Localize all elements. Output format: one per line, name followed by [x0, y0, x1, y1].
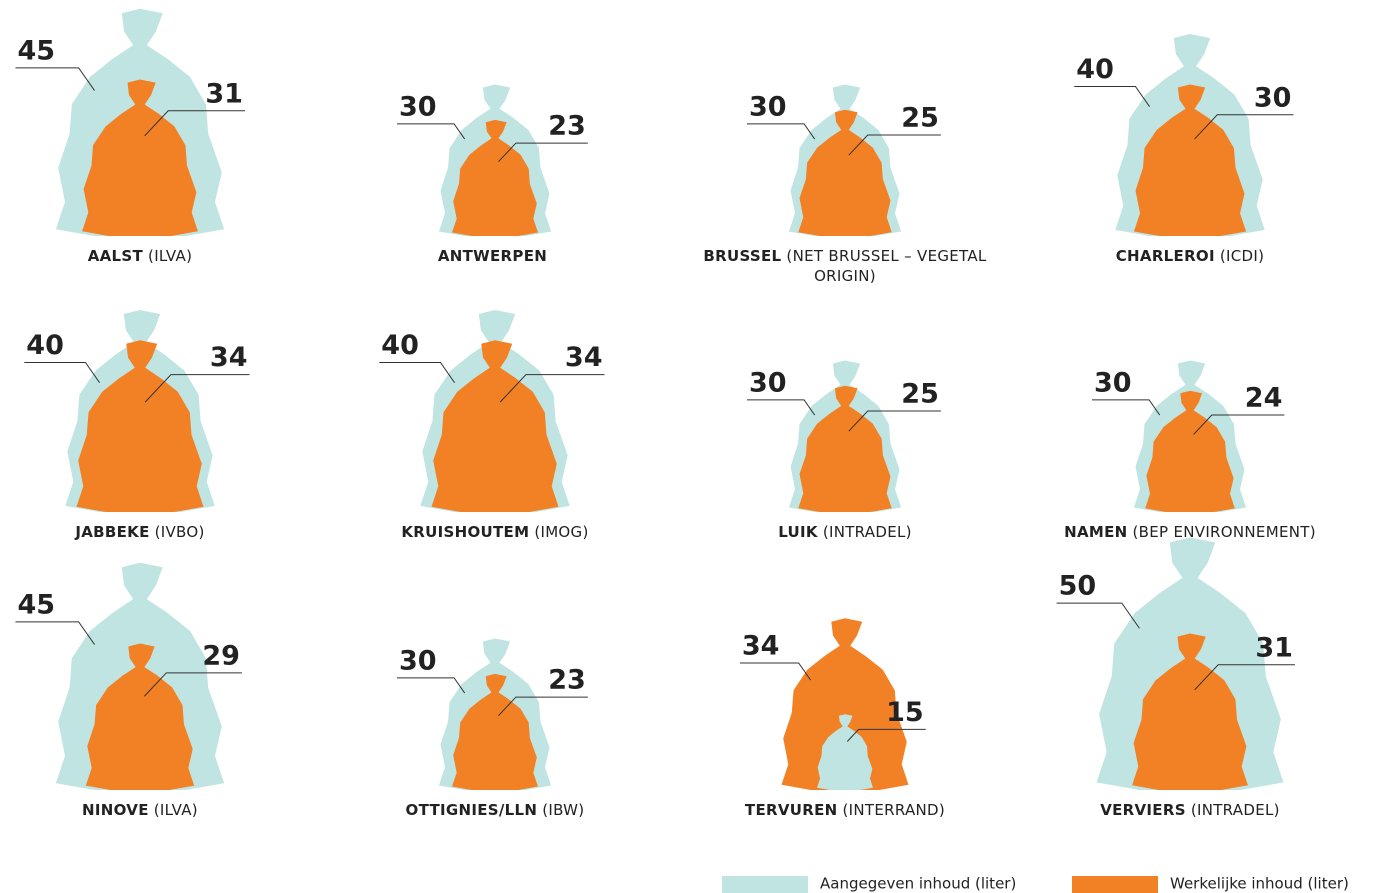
category-note: (INTRADEL) [823, 523, 912, 541]
category-label: LUIK (INTRADEL) [685, 522, 1005, 542]
leader-line [15, 622, 94, 645]
category-name: LUIK [778, 523, 818, 541]
legend-label: Werkelijke inhoud (liter) [1170, 875, 1349, 893]
category-note: (INTERRAND) [843, 801, 946, 819]
value-label: 34 [742, 630, 780, 661]
category-label: VERVIERS (INTRADEL) [1030, 800, 1350, 820]
category-name: BRUSSEL [703, 247, 781, 265]
leader-line [24, 363, 99, 383]
value-label: 23 [548, 111, 586, 142]
value-label: 30 [1094, 367, 1132, 398]
value-label: 34 [210, 342, 248, 373]
category-name: VERVIERS [1100, 801, 1186, 819]
value-label: 30 [749, 367, 787, 398]
value-label: 40 [1076, 54, 1114, 85]
value-label: 31 [1255, 632, 1293, 663]
value-label: 45 [17, 589, 55, 620]
value-label: 23 [548, 665, 586, 696]
value-label: 45 [17, 35, 55, 66]
leader-line [740, 663, 811, 680]
category-label: CHARLEROI (ICDI) [1030, 246, 1350, 266]
legend-swatch [722, 876, 808, 893]
category-name: AALST [88, 247, 143, 265]
leader-line [15, 68, 94, 91]
category-label: OTTIGNIES/LLN(IBW) [335, 800, 655, 820]
value-label: 50 [1059, 571, 1097, 602]
bag [432, 340, 559, 512]
bag [77, 340, 204, 512]
value-label: 24 [1245, 383, 1283, 414]
leader-line [1092, 400, 1160, 415]
category-label: KRUISHOUTEM (IMOG) [335, 522, 655, 542]
category-name: NINOVE [82, 801, 149, 819]
category-note: (IVBO) [155, 523, 205, 541]
value-label: 40 [26, 330, 64, 361]
category-note: (ILVA) [154, 801, 198, 819]
value-label: 40 [381, 330, 419, 361]
category-note: (BEP ENVIRONNEMENT) [1133, 523, 1316, 541]
category-name: TERVUREN [745, 801, 838, 819]
value-label: 29 [202, 640, 240, 671]
category-name: NAMEN [1064, 523, 1127, 541]
leader-line [747, 400, 815, 415]
category-note: (ILVA) [148, 247, 192, 265]
chart: 45 31 30 23 30 25 40 30 40 34 40 34 30 25 30 24 45 29 30 23… [0, 0, 1397, 893]
value-label: 25 [901, 379, 939, 410]
value-label: 30 [399, 645, 437, 676]
category-label: BRUSSEL (NET BRUSSEL – VEGETAL ORIGIN) [685, 246, 1005, 286]
category-name: CHARLEROI [1116, 247, 1215, 265]
leader-line [747, 124, 815, 139]
leader-line [379, 363, 454, 383]
leader-line [397, 678, 465, 693]
bag [798, 110, 891, 236]
category-note: (ICDI) [1220, 247, 1264, 265]
category-label: AALST (ILVA) [0, 246, 300, 266]
legend-label: Aangegeven inhoud (liter) [820, 875, 1016, 893]
category-label: TERVUREN (INTERRAND) [685, 800, 1005, 820]
value-label: 34 [565, 342, 603, 373]
category-note: (IBW) [542, 801, 584, 819]
category-name: KRUISHOUTEM [401, 523, 529, 541]
category-label: ANTWERPEN [335, 246, 655, 266]
value-label: 30 [1254, 82, 1292, 113]
infographic: 45 31 30 23 30 25 40 30 40 34 40 34 30 25 30 24 45 29 30 23… [0, 0, 1397, 893]
value-label: 30 [749, 91, 787, 122]
category-note: (INTRADEL) [1191, 801, 1280, 819]
value-label: 30 [399, 91, 437, 122]
value-label: 31 [205, 78, 243, 109]
legend-swatch [1072, 876, 1158, 893]
leader-line [397, 124, 465, 139]
value-label: 15 [886, 697, 924, 728]
category-name: OTTIGNIES/LLN [406, 801, 538, 819]
category-name: ANTWERPEN [438, 247, 547, 265]
bag [798, 386, 891, 512]
leader-line [1074, 87, 1149, 107]
category-note: (NET BRUSSEL – VEGETAL ORIGIN) [786, 247, 986, 285]
category-label: NINOVE (ILVA) [0, 800, 300, 820]
category-name: JABBEKE [75, 523, 149, 541]
value-label: 25 [901, 103, 939, 134]
category-note: (IMOG) [534, 523, 588, 541]
category-label: JABBEKE (IVBO) [0, 522, 300, 542]
category-label: NAMEN (BEP ENVIRONNEMENT) [1030, 522, 1350, 542]
